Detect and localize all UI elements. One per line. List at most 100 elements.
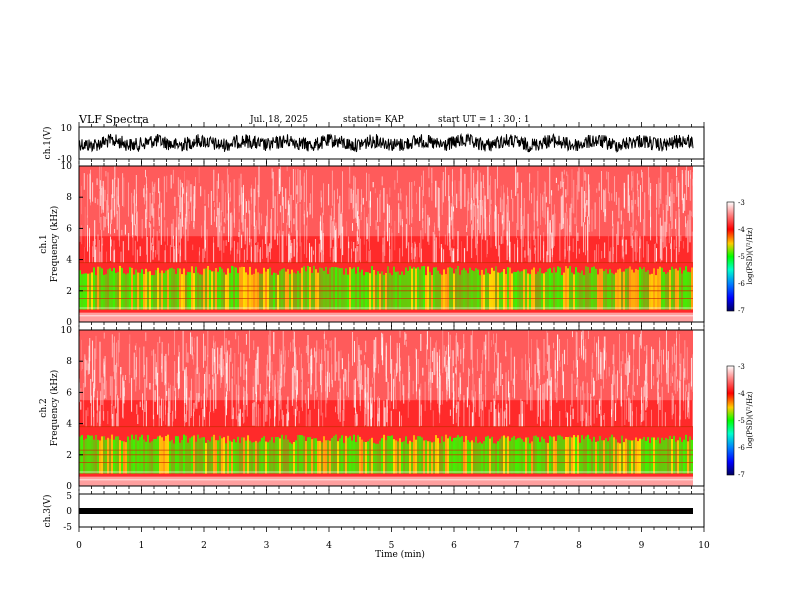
spec2-lowband-column	[275, 437, 277, 474]
spec2-lowband-column	[195, 441, 197, 474]
spec1-lowband-column	[435, 267, 437, 310]
spec2-lowband-column	[649, 443, 651, 474]
spec2-lowband-column	[385, 440, 387, 474]
spec2-lowband-column	[87, 435, 89, 474]
spec1-lowband-column	[85, 273, 87, 310]
spec2-lowband-column	[439, 443, 441, 474]
spec2-lowband-column	[479, 441, 481, 474]
spec1-lowband-column	[123, 273, 125, 310]
spec2-lowband-column	[215, 440, 217, 474]
spec1-lowband-column	[325, 266, 327, 310]
spec2-lowband-column	[337, 441, 339, 474]
spec2-lowband-column	[683, 439, 685, 474]
spec2-lowband-column	[279, 438, 281, 474]
spec1-lowband-column	[143, 274, 145, 310]
spec2-lowband-column	[545, 442, 547, 474]
spec2-lowband-column	[347, 437, 349, 474]
ch1-cb-tick-4: -7	[738, 307, 745, 315]
spec1-lowband-column	[679, 267, 681, 310]
spec2-lowband-column	[407, 443, 409, 474]
spec2-lowband-column	[573, 435, 575, 474]
spec2-lowband-column	[239, 442, 241, 474]
spec1-lowband-column	[391, 275, 393, 310]
spec1-lowband-column	[191, 266, 193, 310]
spec1-lowband-column	[461, 270, 463, 310]
spec2-lowband-column	[567, 437, 569, 474]
spec1-lowband-column	[481, 269, 483, 310]
spec1-lowband-column	[643, 267, 645, 310]
spec2-lowband-column	[171, 439, 173, 474]
spec2-lowband-column	[547, 442, 549, 474]
ch1-colorbar: -3 -4 -5 -6 -7 log(PSD)(V²/Hz)	[726, 199, 754, 315]
spec2-lowband-column	[431, 442, 433, 474]
spec2-lowband-column	[497, 441, 499, 474]
spec2-lowband-column	[281, 434, 283, 474]
spec2-lowband-column	[655, 440, 657, 474]
spec2-lowband-column	[305, 441, 307, 474]
spec2-lowband-column	[563, 439, 565, 474]
spec2-lowband-column	[105, 439, 107, 474]
spec1-lowband-column	[625, 268, 627, 310]
spec1-lowband-column	[449, 267, 451, 310]
spec2-lowband-column	[617, 442, 619, 474]
spec1-lowband-column	[579, 273, 581, 310]
spec2-lowband-column	[383, 434, 385, 474]
spec2-lowband-column	[225, 443, 227, 474]
spec1-lowband-column	[535, 274, 537, 310]
spec1-lowband-column	[683, 270, 685, 310]
spec2-lowband-column	[433, 441, 435, 474]
spec1-lowband-column	[655, 275, 657, 310]
spec1-lowband-column	[605, 269, 607, 310]
spec2-lowband-column	[409, 440, 411, 474]
x-tick-label: 5	[389, 541, 395, 551]
x-tick-label: 1	[139, 541, 145, 551]
spec2-lowband-column	[429, 441, 431, 474]
spec2-ytick-label: 10	[61, 326, 73, 336]
spec1-lowband-column	[617, 269, 619, 310]
spec1-lowband-column	[459, 274, 461, 310]
spec2-lowband-column	[83, 439, 85, 474]
spec2-lowband-column	[249, 440, 251, 474]
spec1-lowband-column	[671, 266, 673, 310]
ch1-ytick-top: 10	[61, 124, 73, 134]
spec2-lowband-column	[235, 442, 237, 474]
spec2-lowband-column	[255, 440, 257, 474]
spec1-lowband-column	[539, 268, 541, 310]
spec1-lowband-column	[639, 267, 641, 310]
spec1-lowband-column	[601, 268, 603, 310]
spec1-lowband-column	[641, 269, 643, 310]
spec1-lowband-column	[157, 267, 159, 310]
spec2-lowband-column	[623, 442, 625, 474]
spec2-lowband-column	[289, 442, 291, 474]
spec1-lowband-column	[193, 273, 195, 310]
spec1-lowband-column	[255, 268, 257, 310]
ch2-spectrogram-ylabel-b: Frequency (kHz)	[49, 370, 60, 447]
spec1-lowband-column	[407, 271, 409, 310]
ch3-ytick-mid: 0	[66, 507, 72, 517]
spec2-lowband-column	[213, 434, 215, 474]
spec1-lowband-column	[619, 268, 621, 310]
spec2-lowband-column	[269, 440, 271, 474]
spec2-lowband-column	[399, 438, 401, 474]
spec2-lowband-column	[615, 439, 617, 474]
spec1-lowband-column	[167, 269, 169, 310]
spec1-lowband-column	[489, 274, 491, 310]
spec1-lowband-column	[161, 270, 163, 310]
spec1-lowband-column	[409, 266, 411, 310]
spec2-lowband-column	[317, 440, 319, 474]
spec1-lowband-column	[241, 266, 243, 310]
spec2-lowband-column	[521, 439, 523, 474]
spec1-lowband-column	[323, 270, 325, 310]
spec2-lowband-column	[471, 440, 473, 474]
spec2-lowband-column	[447, 438, 449, 474]
spec2-lowband-column	[601, 440, 603, 474]
spec2-lowband-column	[509, 440, 511, 474]
spec1-lowband-column	[651, 273, 653, 310]
spec1-lowband-column	[437, 270, 439, 310]
spec2-lowband-column	[435, 435, 437, 474]
spec1-lowband-column	[669, 269, 671, 310]
spec1-lowband-column	[93, 267, 95, 310]
spec1-lowband-column	[261, 273, 263, 310]
spec2-lowband-column	[451, 441, 453, 474]
